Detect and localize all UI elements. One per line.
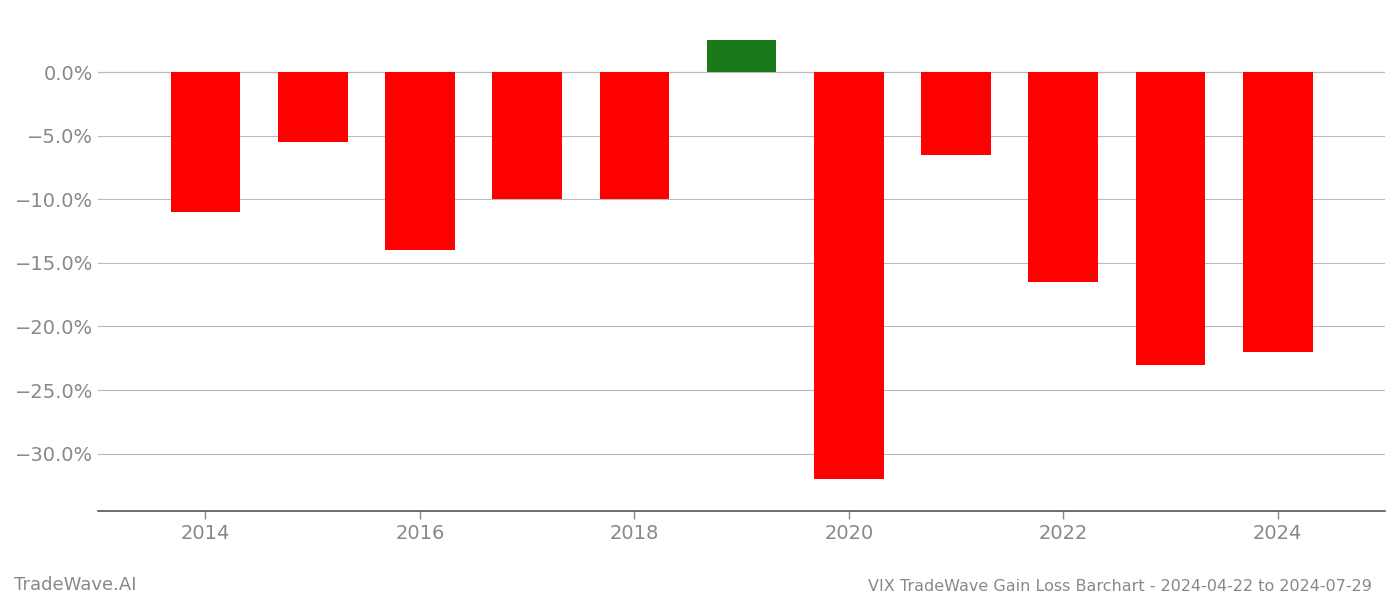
Bar <box>599 72 669 199</box>
Bar <box>813 72 883 479</box>
Bar <box>1029 72 1098 282</box>
Text: VIX TradeWave Gain Loss Barchart - 2024-04-22 to 2024-07-29: VIX TradeWave Gain Loss Barchart - 2024-… <box>868 579 1372 594</box>
Bar <box>921 72 991 155</box>
Bar <box>1135 72 1205 365</box>
Bar <box>1243 72 1313 352</box>
Bar <box>171 72 241 212</box>
Bar <box>385 72 455 250</box>
Bar <box>707 40 777 72</box>
Text: TradeWave.AI: TradeWave.AI <box>14 576 137 594</box>
Bar <box>277 72 347 142</box>
Bar <box>493 72 561 199</box>
